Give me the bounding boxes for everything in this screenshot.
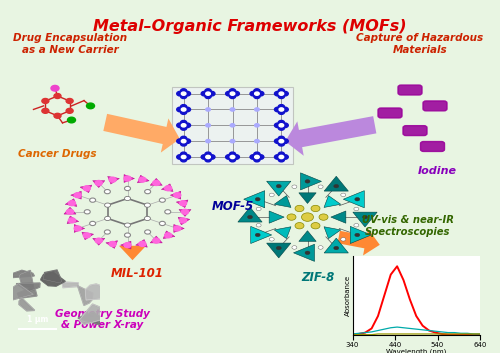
Circle shape bbox=[74, 193, 81, 198]
Circle shape bbox=[282, 123, 288, 127]
Circle shape bbox=[279, 139, 283, 143]
Circle shape bbox=[180, 201, 186, 206]
Circle shape bbox=[66, 209, 73, 214]
Circle shape bbox=[278, 94, 284, 98]
Circle shape bbox=[201, 155, 207, 159]
Text: MIL-101: MIL-101 bbox=[111, 267, 164, 280]
FancyBboxPatch shape bbox=[398, 85, 422, 95]
Circle shape bbox=[278, 157, 284, 162]
Circle shape bbox=[279, 92, 283, 95]
Circle shape bbox=[226, 155, 232, 159]
Polygon shape bbox=[150, 178, 162, 185]
Circle shape bbox=[104, 203, 110, 207]
Circle shape bbox=[205, 94, 211, 98]
Circle shape bbox=[278, 136, 284, 141]
Circle shape bbox=[341, 193, 346, 197]
Circle shape bbox=[292, 185, 297, 189]
Circle shape bbox=[176, 155, 183, 159]
Polygon shape bbox=[294, 244, 314, 261]
Circle shape bbox=[180, 152, 187, 157]
Polygon shape bbox=[92, 181, 105, 187]
Polygon shape bbox=[170, 191, 181, 199]
Circle shape bbox=[230, 92, 235, 95]
Circle shape bbox=[182, 155, 186, 158]
Polygon shape bbox=[124, 174, 134, 183]
Circle shape bbox=[124, 233, 130, 237]
Circle shape bbox=[295, 222, 304, 229]
Circle shape bbox=[274, 155, 281, 159]
Circle shape bbox=[279, 108, 283, 111]
Polygon shape bbox=[250, 226, 272, 244]
FancyBboxPatch shape bbox=[403, 126, 427, 136]
Circle shape bbox=[230, 94, 235, 98]
Circle shape bbox=[208, 91, 215, 96]
Circle shape bbox=[254, 94, 260, 98]
Circle shape bbox=[180, 157, 187, 162]
Circle shape bbox=[205, 89, 211, 93]
Polygon shape bbox=[74, 225, 85, 232]
Circle shape bbox=[206, 108, 210, 111]
Polygon shape bbox=[80, 185, 92, 193]
Circle shape bbox=[305, 251, 310, 255]
Circle shape bbox=[180, 104, 187, 109]
Circle shape bbox=[355, 197, 360, 201]
Circle shape bbox=[276, 184, 281, 188]
Circle shape bbox=[42, 98, 49, 103]
Circle shape bbox=[255, 233, 260, 237]
Circle shape bbox=[256, 207, 261, 211]
Text: Iodine: Iodine bbox=[418, 166, 457, 176]
Polygon shape bbox=[324, 227, 340, 239]
Circle shape bbox=[305, 180, 310, 183]
Circle shape bbox=[164, 186, 172, 191]
Circle shape bbox=[355, 233, 360, 237]
Circle shape bbox=[86, 103, 94, 109]
Text: 1 μm: 1 μm bbox=[26, 315, 48, 324]
Circle shape bbox=[205, 157, 211, 162]
Circle shape bbox=[180, 126, 187, 130]
Polygon shape bbox=[12, 270, 34, 277]
Circle shape bbox=[208, 155, 215, 159]
Circle shape bbox=[282, 107, 288, 112]
Circle shape bbox=[282, 155, 288, 159]
Circle shape bbox=[362, 215, 368, 219]
Polygon shape bbox=[67, 216, 78, 224]
Circle shape bbox=[278, 142, 284, 146]
Circle shape bbox=[274, 107, 281, 112]
Text: UV-vis & near-IR
Spectroscopies: UV-vis & near-IR Spectroscopies bbox=[362, 215, 454, 237]
Circle shape bbox=[258, 91, 264, 96]
Polygon shape bbox=[43, 270, 62, 283]
Circle shape bbox=[74, 226, 81, 231]
Polygon shape bbox=[20, 270, 34, 288]
Circle shape bbox=[124, 223, 130, 227]
Circle shape bbox=[68, 201, 75, 206]
Circle shape bbox=[95, 238, 102, 243]
Circle shape bbox=[230, 157, 235, 162]
Circle shape bbox=[254, 157, 260, 162]
Polygon shape bbox=[108, 176, 120, 184]
Circle shape bbox=[341, 238, 346, 241]
Circle shape bbox=[124, 186, 130, 191]
Circle shape bbox=[205, 152, 211, 157]
Circle shape bbox=[184, 139, 190, 143]
Polygon shape bbox=[64, 207, 76, 214]
Circle shape bbox=[66, 98, 73, 103]
Circle shape bbox=[66, 108, 73, 113]
Polygon shape bbox=[138, 175, 149, 183]
Circle shape bbox=[109, 241, 116, 246]
Text: Drug Encapsulation
as a New Carrier: Drug Encapsulation as a New Carrier bbox=[13, 33, 127, 55]
Circle shape bbox=[144, 190, 150, 194]
Circle shape bbox=[182, 209, 188, 214]
Circle shape bbox=[84, 233, 90, 238]
Text: MOF-5: MOF-5 bbox=[212, 200, 254, 213]
Circle shape bbox=[153, 180, 160, 185]
Circle shape bbox=[206, 92, 210, 95]
Circle shape bbox=[176, 123, 183, 127]
Polygon shape bbox=[266, 181, 291, 196]
Circle shape bbox=[96, 180, 102, 185]
Polygon shape bbox=[176, 200, 188, 208]
Text: ZIF-8: ZIF-8 bbox=[301, 271, 334, 283]
Polygon shape bbox=[19, 298, 34, 311]
Polygon shape bbox=[324, 176, 348, 191]
Polygon shape bbox=[6, 284, 34, 300]
